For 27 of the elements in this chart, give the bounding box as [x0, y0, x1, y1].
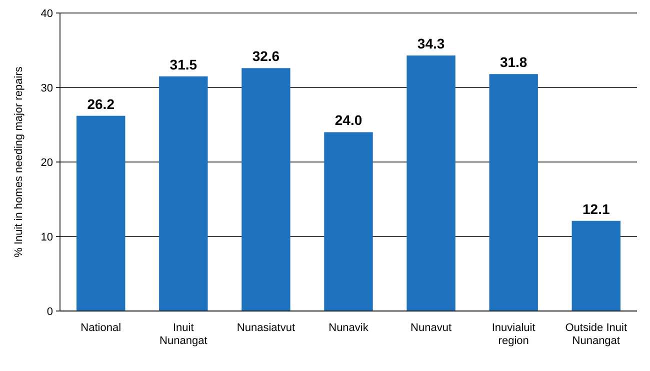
data-label: 32.6: [252, 48, 280, 64]
data-label: 31.5: [170, 56, 198, 72]
bar: [489, 74, 538, 311]
bar: [159, 76, 208, 311]
y-tick-label: 10: [40, 231, 53, 244]
x-tick-label: Nunavut: [410, 322, 452, 334]
y-tick-label: 40: [40, 8, 53, 20]
y-axis-title: % Inuit in homes needing major repairs: [13, 66, 25, 258]
data-label: 34.3: [417, 35, 445, 52]
bar: [76, 116, 126, 311]
data-label: 24.0: [334, 112, 362, 128]
bar: [572, 220, 620, 311]
x-tick-label: Outside Inuit Nunangat: [565, 322, 628, 347]
bar: [324, 132, 373, 311]
x-tick-label: Nunasiatvut: [236, 322, 295, 334]
bar: [406, 55, 456, 311]
x-tick-label: Nunavik: [328, 322, 369, 334]
y-tick-label: 0: [46, 306, 53, 318]
data-label: 12.1: [582, 200, 610, 217]
bar: [242, 68, 290, 311]
x-tick-label: Inuvialuit region: [492, 322, 536, 347]
data-label: 26.2: [87, 96, 115, 112]
x-tick-label: National: [80, 322, 122, 334]
data-label: 31.8: [500, 54, 528, 70]
x-tick-label: Inuit Nunangat: [160, 322, 208, 347]
y-tick-label: 20: [40, 156, 53, 169]
y-tick-label: 30: [40, 82, 53, 94]
